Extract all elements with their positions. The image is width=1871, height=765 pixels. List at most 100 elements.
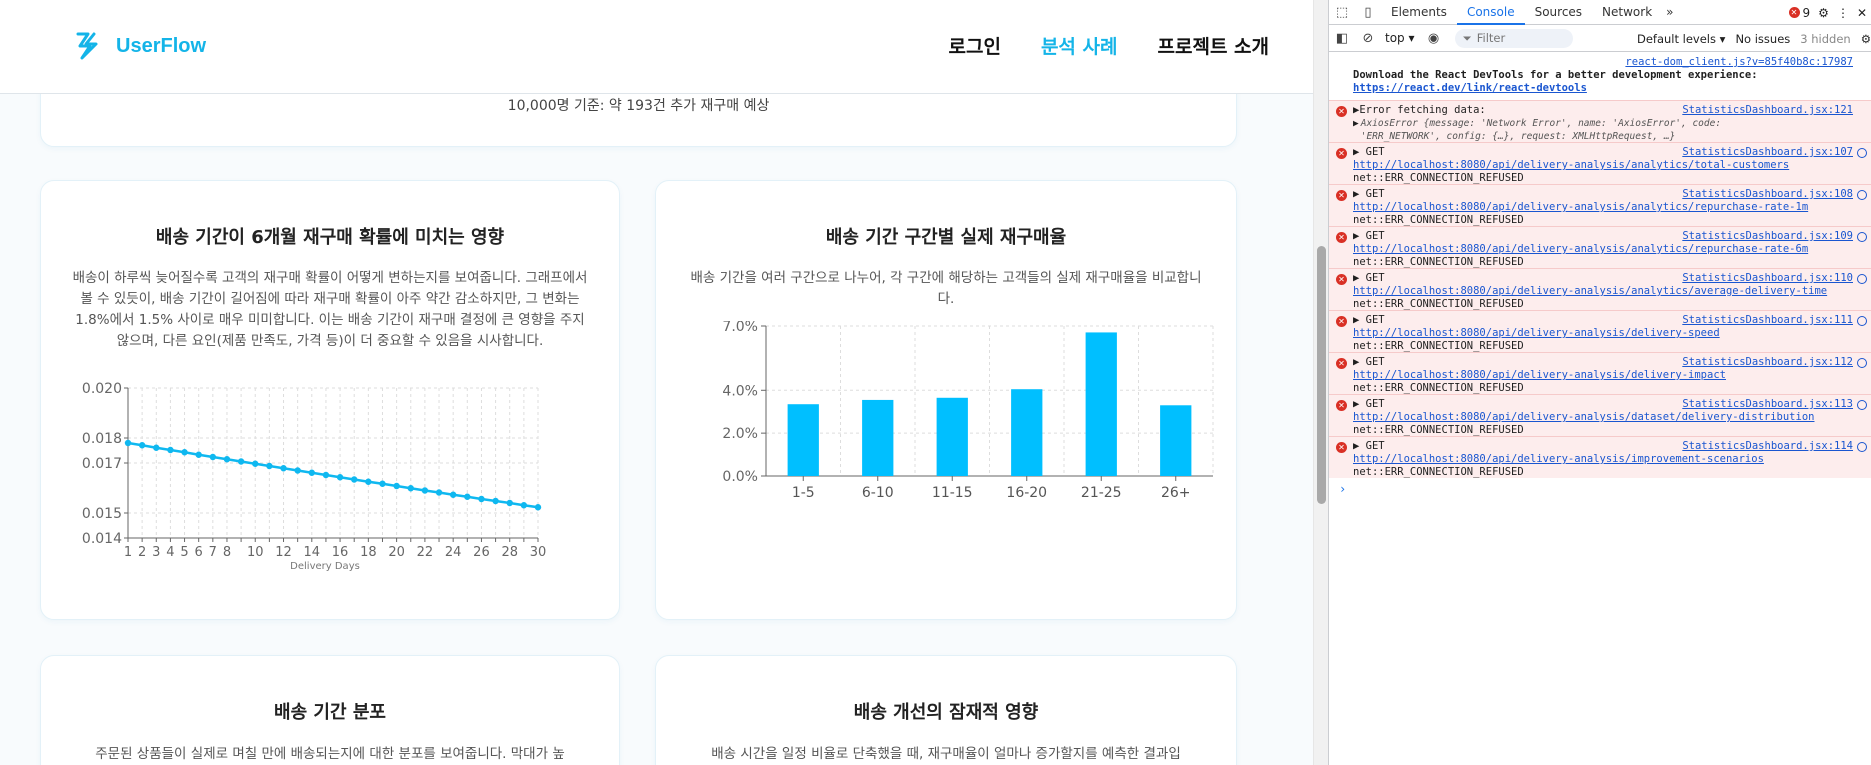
x-tick-label: 1	[124, 545, 132, 560]
nav-login[interactable]: 로그인	[948, 36, 1001, 58]
request-method[interactable]: ▶ GET	[1353, 314, 1385, 326]
error-count-badge[interactable]: ✕ 9	[1788, 5, 1811, 20]
request-url[interactable]: http://localhost:8080/api/delivery-analy…	[1353, 243, 1809, 255]
error-icon: ✕	[1336, 400, 1347, 411]
data-point	[124, 439, 132, 447]
request-url[interactable]: http://localhost:8080/api/delivery-analy…	[1353, 453, 1764, 465]
data-point	[322, 471, 330, 479]
x-tick-label: 3	[152, 545, 160, 560]
x-tick-label: 30	[530, 545, 547, 560]
issues-count[interactable]: No issues	[1735, 31, 1791, 46]
console-error-axios: ✕ StatisticsDashboard.jsx:121 ▶Error fet…	[1329, 100, 1871, 142]
improvement-impact-description: 배송 시간을 일정 비율로 단축했을 때, 재구매율이 얼마나 증가할지를 예측…	[711, 746, 1181, 762]
log-source-link[interactable]: StatisticsDashboard.jsx:114	[1682, 440, 1853, 452]
request-method[interactable]: ▶ GET	[1353, 356, 1385, 368]
error-count: 9	[1802, 5, 1811, 20]
data-point	[223, 456, 231, 463]
console-filter-input[interactable]: ⏷ Filter	[1454, 28, 1573, 48]
more-tabs-icon[interactable]: »	[1666, 4, 1674, 19]
nav-analysis-cases[interactable]: 분석 사례	[1040, 36, 1118, 58]
tab-elements[interactable]: Elements	[1391, 4, 1447, 19]
device-toolbar-icon[interactable]: ▯	[1364, 4, 1372, 20]
improvement-impact-card: 배송 개선의 잠재적 영향 배송 시간을 일정 비율로 단축했을 때, 재구매율…	[655, 655, 1237, 765]
log-source-link[interactable]: StatisticsDashboard.jsx:109	[1682, 230, 1853, 242]
failed-request-list: ✕ StatisticsDashboard.jsx:107 ▶ GET http://…	[1329, 142, 1871, 478]
request-method[interactable]: ▶ GET	[1353, 230, 1385, 242]
request-method[interactable]: ▶ GET	[1353, 188, 1385, 200]
sidebar-toggle-icon[interactable]: ◧	[1335, 30, 1349, 46]
react-devtools-link[interactable]: https://react.dev/link/react-devtools	[1353, 82, 1587, 94]
logo[interactable]: UserFlow	[72, 30, 206, 62]
request-method[interactable]: ▶ GET	[1353, 440, 1385, 452]
log-source-link[interactable]: StatisticsDashboard.jsx:110	[1682, 272, 1853, 284]
context-selector[interactable]: top ▾	[1385, 31, 1415, 45]
network-request-icon[interactable]	[1857, 442, 1867, 452]
network-request-icon[interactable]	[1857, 358, 1867, 368]
log-source-link[interactable]: StatisticsDashboard.jsx:107	[1682, 146, 1853, 158]
x-tick-label: 4	[166, 545, 174, 560]
request-url[interactable]: http://localhost:8080/api/delivery-analy…	[1353, 369, 1726, 381]
log-source-link[interactable]: StatisticsDashboard.jsx:112	[1682, 356, 1853, 368]
console-prompt[interactable]: ›	[1339, 482, 1347, 496]
request-url[interactable]: http://localhost:8080/api/delivery-analy…	[1353, 285, 1828, 297]
y-tick-label: 0.020	[82, 381, 122, 397]
bar	[1011, 389, 1043, 476]
network-request-icon[interactable]	[1857, 316, 1867, 326]
data-point	[520, 502, 528, 509]
network-request-icon[interactable]	[1857, 274, 1867, 284]
settings-gear-icon[interactable]: ⚙	[1818, 5, 1829, 20]
log-source-link[interactable]: react-dom_client.js?v=85f40b8c:17987	[1625, 56, 1853, 68]
network-request-icon[interactable]	[1857, 232, 1867, 242]
log-source-link[interactable]: StatisticsDashboard.jsx:113	[1682, 398, 1853, 410]
error-icon: ✕	[1336, 190, 1347, 201]
live-expression-eye-icon[interactable]: ◉	[1427, 30, 1440, 46]
x-tick-label: 10	[247, 545, 264, 560]
network-request-icon[interactable]	[1857, 400, 1867, 410]
y-tick-label: 0.017	[82, 456, 122, 472]
data-point	[181, 449, 188, 456]
log-source-link[interactable]: StatisticsDashboard.jsx:111	[1682, 314, 1853, 326]
network-request-icon[interactable]	[1857, 148, 1867, 158]
network-request-icon[interactable]	[1857, 190, 1867, 200]
data-point	[195, 451, 202, 458]
inspect-element-icon[interactable]: ⬚	[1335, 4, 1349, 20]
x-tick-label: 5	[180, 545, 188, 560]
delivery-distribution-title: 배송 기간 분포	[274, 702, 386, 723]
bar-chart-description: 배송 기간을 여러 구간으로 나누어, 각 구간에 해당하는 고객들의 실제 재…	[690, 270, 1202, 307]
x-tick-label: 24	[445, 545, 462, 560]
log-levels-dropdown[interactable]: Default levels ▾	[1636, 31, 1726, 46]
data-point	[421, 487, 429, 494]
log-message[interactable]: ▶Error fetching data:	[1353, 104, 1863, 117]
console-settings-gear-icon[interactable]: ⚙	[1860, 31, 1871, 46]
request-error: net::ERR_CONNECTION_REFUSED	[1353, 340, 1524, 352]
tab-network[interactable]: Network	[1602, 4, 1653, 19]
more-options-icon[interactable]: ⋮	[1836, 5, 1849, 20]
clear-console-icon[interactable]: ⊘	[1362, 30, 1374, 46]
page-scrollbar-thumb[interactable]	[1317, 246, 1326, 504]
filter-icon: ⏷	[1462, 30, 1472, 45]
log-source-link[interactable]: StatisticsDashboard.jsx:121	[1682, 104, 1853, 116]
page-scrollbar[interactable]	[1313, 0, 1328, 765]
request-method[interactable]: ▶ GET	[1353, 146, 1385, 158]
bar-chart: 0.0% 2.0% 4.0% 7.0% 1-5 6-10 11-15 16-20 21-25 26…	[722, 321, 1214, 501]
y-tick-label: 0.014	[82, 531, 122, 547]
console-error-request: ✕ StatisticsDashboard.jsx:112 ▶ GET http://…	[1329, 352, 1871, 394]
tab-console[interactable]: Console	[1456, 0, 1525, 25]
nav-project-intro[interactable]: 프로젝트 소개	[1157, 36, 1270, 58]
delivery-distribution-description: 주문된 상품들이 실제로 며칠 만에 배송되는지에 대한 분포를 보여줍니다. …	[95, 746, 565, 762]
log-source-link[interactable]: StatisticsDashboard.jsx:108	[1682, 188, 1853, 200]
request-url[interactable]: http://localhost:8080/api/delivery-analy…	[1353, 327, 1720, 339]
request-url[interactable]: http://localhost:8080/api/delivery-analy…	[1353, 159, 1790, 171]
x-tick-label: 28	[501, 545, 518, 560]
error-icon: ✕	[1336, 274, 1347, 285]
tab-sources[interactable]: Sources	[1534, 4, 1583, 19]
request-url[interactable]: http://localhost:8080/api/delivery-analy…	[1353, 201, 1809, 213]
axios-error-detail[interactable]: ▶ AxiosError {message: 'Network Error', …	[1353, 117, 1863, 143]
request-method[interactable]: ▶ GET	[1353, 272, 1385, 284]
request-url[interactable]: http://localhost:8080/api/delivery-analy…	[1353, 411, 1815, 423]
close-devtools-icon[interactable]: ✕	[1856, 5, 1867, 20]
request-method[interactable]: ▶ GET	[1353, 398, 1385, 410]
console-error-request: ✕ StatisticsDashboard.jsx:109 ▶ GET http://…	[1329, 226, 1871, 268]
data-point	[407, 485, 414, 492]
x-tick-label: 11-15	[932, 485, 973, 501]
